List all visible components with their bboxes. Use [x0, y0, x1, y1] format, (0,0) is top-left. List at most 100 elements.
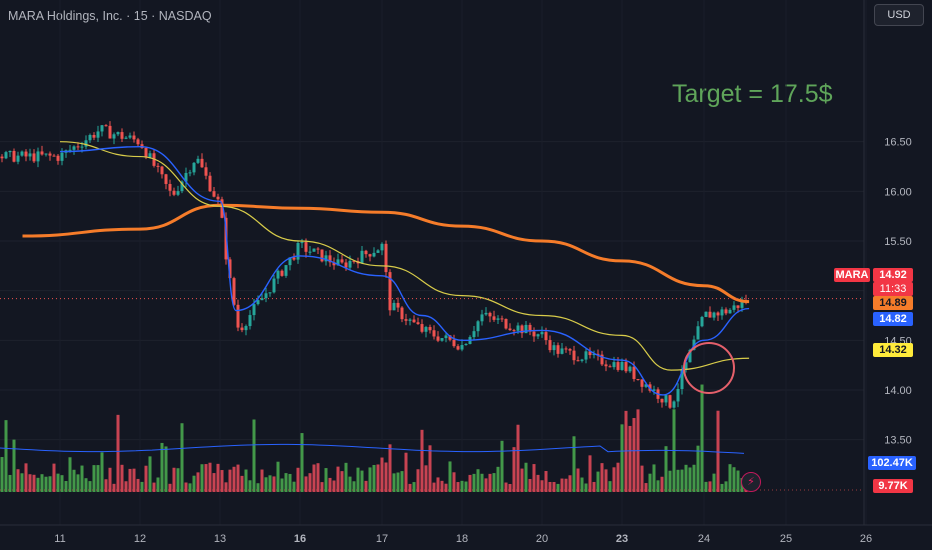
candle-body	[692, 339, 696, 350]
volume-bar	[376, 464, 380, 492]
volume-bar	[680, 469, 684, 492]
candle-body	[416, 322, 420, 325]
volume-bar	[380, 457, 384, 492]
volume-bar	[736, 470, 740, 492]
candle-body	[580, 359, 584, 361]
volume-bar	[252, 419, 256, 492]
volume-bar	[0, 457, 4, 492]
volume-bar	[220, 470, 224, 492]
candle-body	[156, 165, 160, 167]
lightning-icon[interactable]: ⚡	[741, 472, 761, 492]
volume-bar	[56, 473, 60, 492]
volume-bar	[152, 482, 156, 492]
candle-body	[92, 135, 96, 138]
volume-bar	[408, 483, 412, 492]
x-tick-label: 25	[780, 533, 792, 545]
volume-bar	[320, 482, 324, 492]
volume-bar	[528, 478, 532, 492]
volume-bar	[80, 465, 84, 492]
volume-bar	[144, 465, 148, 492]
candle-body	[132, 135, 136, 140]
candle-body	[496, 318, 500, 320]
candle-body	[276, 270, 280, 279]
candle-body	[568, 349, 572, 351]
candle-body	[388, 272, 392, 311]
candle-body	[672, 401, 676, 408]
candle-body	[732, 305, 736, 310]
candle-body	[116, 132, 120, 135]
volume-bar	[552, 482, 556, 492]
symbol-title: MARA Holdings, Inc. · 15 · NASDAQ	[8, 9, 212, 23]
volume-bar	[300, 433, 304, 492]
volume-bar	[244, 469, 248, 492]
volume-bar	[476, 469, 480, 492]
volume-bar	[420, 429, 424, 492]
volume-bar	[656, 480, 660, 492]
volume-bar	[368, 467, 372, 492]
candle-body	[16, 155, 20, 162]
candle-body	[184, 172, 188, 182]
candle-body	[600, 354, 604, 365]
volume-bar	[172, 467, 176, 492]
volume-bar	[136, 478, 140, 492]
candle-body	[280, 270, 284, 276]
volume-bar	[204, 464, 208, 492]
volume-ma-line	[0, 443, 745, 454]
candle-body	[728, 309, 732, 314]
candle-body	[256, 300, 260, 305]
volume-bar	[456, 482, 460, 492]
volume-bar	[592, 481, 596, 492]
volume-bar	[704, 481, 708, 492]
candle-body	[484, 312, 488, 315]
candle-body	[620, 361, 624, 370]
candle-body	[504, 318, 508, 329]
volume-bar	[148, 456, 152, 492]
volume-bar	[356, 467, 360, 492]
candle-body	[200, 158, 204, 168]
volume-bar	[228, 469, 232, 492]
volume-bar	[448, 461, 452, 492]
candle-body	[124, 137, 128, 139]
candle-body	[168, 183, 172, 191]
candle-body	[428, 327, 432, 331]
candle-body	[524, 324, 528, 334]
candle-body	[188, 172, 192, 174]
ma-line-orange	[22, 203, 750, 304]
volume-bar	[176, 468, 180, 492]
volume-bar	[116, 414, 120, 492]
volume-bar	[44, 476, 48, 492]
candle-body	[264, 293, 268, 299]
candle-body	[424, 327, 428, 332]
candle-body	[664, 395, 668, 403]
volume-bar	[360, 470, 364, 492]
x-tick-label: 11	[54, 533, 65, 545]
currency-button[interactable]: USD	[874, 4, 924, 26]
candle-body	[688, 349, 692, 363]
volume-bar	[108, 467, 112, 492]
candle-body	[284, 265, 288, 276]
candle-body	[300, 242, 304, 244]
candle-body	[292, 257, 296, 260]
candle-body	[296, 243, 300, 260]
candle-body	[392, 302, 396, 311]
candle-body	[208, 175, 212, 192]
volume-bar	[344, 462, 348, 492]
volume-bar	[212, 473, 216, 492]
volume-bar	[324, 468, 328, 492]
volume-bar	[540, 480, 544, 492]
candle-body	[452, 339, 456, 347]
candle-body	[108, 125, 112, 139]
candle-body	[364, 250, 368, 255]
volume-bar	[432, 482, 436, 492]
candle-body	[24, 151, 28, 157]
volume-bar	[276, 461, 280, 492]
candle-body	[144, 147, 148, 158]
volume-bar	[384, 462, 388, 492]
volume-bar	[304, 476, 308, 492]
candle-body	[736, 305, 740, 308]
candle-body	[652, 389, 656, 391]
candle-body	[556, 345, 560, 354]
candle-body	[340, 259, 344, 263]
candle-body	[84, 140, 88, 147]
